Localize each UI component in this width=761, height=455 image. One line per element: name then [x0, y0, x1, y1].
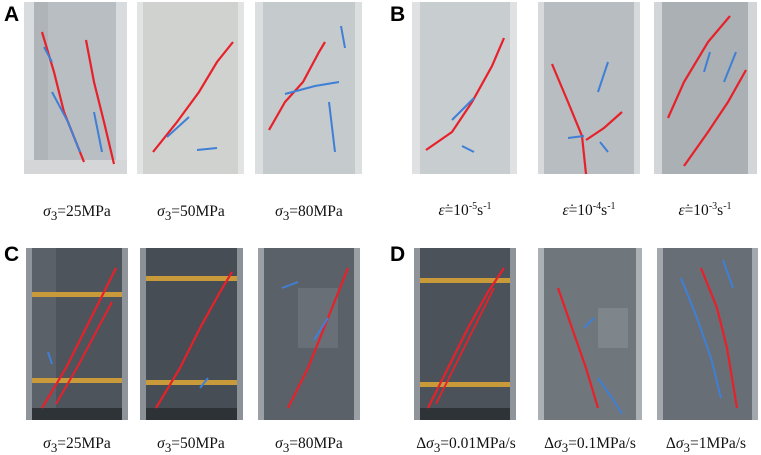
caption-b3: ε̇=10-3s-1 — [678, 201, 732, 219]
panel-letter-a: A — [4, 3, 20, 26]
caption-a1: σ3=25MPa — [43, 203, 111, 224]
specimen-photo-b1 — [412, 2, 517, 174]
caption-d2: Δσ3=0.1MPa/s — [544, 435, 636, 455]
panel-letter-b: B — [390, 3, 406, 26]
caption-d3: Δσ3=1MPa/s — [665, 435, 747, 455]
specimen-photo-b3 — [654, 2, 757, 174]
panel-letter-c: C — [4, 243, 20, 266]
panel-letter-d: D — [390, 243, 406, 266]
specimen-photo-a3 — [255, 2, 362, 174]
specimen-photo-d1 — [414, 248, 516, 420]
specimen-photo-a1 — [24, 2, 127, 174]
specimen-photo-d2 — [538, 248, 642, 420]
caption-c1: σ3=25MPa — [43, 435, 111, 455]
caption-a3: σ3=80MPa — [275, 203, 343, 224]
caption-b2: ε̇=10-4s-1 — [562, 201, 616, 219]
caption-b1: ε̇=10-5s-1 — [438, 201, 492, 219]
caption-a2: σ3=50MPa — [157, 203, 225, 224]
caption-d1: Δσ3=0.01MPa/s — [416, 435, 516, 455]
specimen-photo-c2 — [140, 248, 243, 420]
caption-c3: σ3=80MPa — [275, 435, 343, 455]
specimen-photo-a2 — [137, 2, 244, 174]
specimen-photo-d3 — [657, 248, 758, 420]
specimen-photo-c3 — [258, 248, 360, 420]
specimen-photo-b2 — [538, 2, 640, 174]
caption-c2: σ3=50MPa — [157, 435, 225, 455]
specimen-photo-c1 — [26, 248, 128, 420]
